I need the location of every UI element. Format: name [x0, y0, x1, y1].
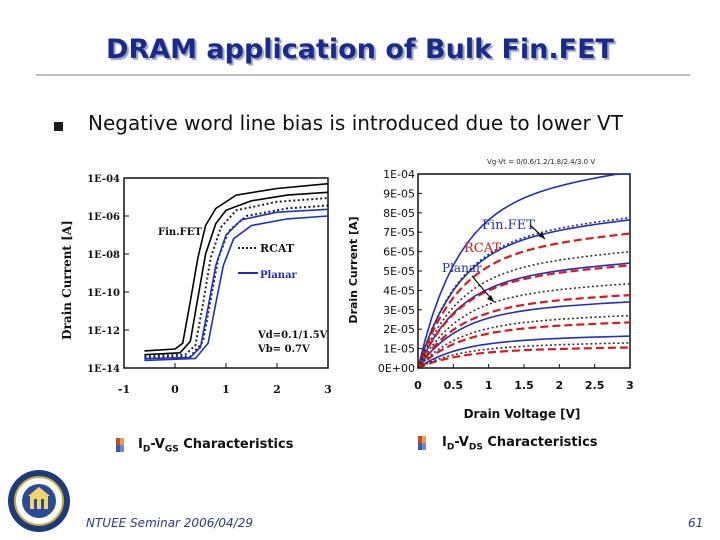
x-tick-label: 3 — [324, 383, 332, 396]
y-axis-label: Drain Current [A] — [347, 216, 360, 323]
series-curve-planar — [144, 215, 329, 362]
series-curve-rcat — [417, 294, 631, 369]
caption-bullet-icon — [418, 436, 426, 450]
annotation-vb: Vb= 0.7V — [257, 344, 310, 355]
university-seal-icon — [8, 470, 70, 532]
y-tick-label: 4E-05 — [383, 284, 415, 297]
series-curve-finfet — [144, 182, 329, 352]
y-tick-label: 5E-05 — [383, 265, 415, 278]
series-curve-planar — [144, 208, 329, 360]
x-tick-label: 0 — [414, 379, 422, 392]
x-tick-label: 2 — [273, 383, 281, 396]
x-tick-label: 1.5 — [514, 379, 534, 392]
legend-finfet: Fin.FET — [482, 218, 535, 233]
y-tick-label: 7E-05 — [383, 226, 415, 239]
y-tick-label: 2E-05 — [383, 323, 415, 336]
x-tick-label: 1 — [222, 383, 230, 396]
series-curve-finfet — [417, 335, 631, 369]
x-tick-label: 0 — [171, 383, 179, 396]
x-tick-label: 0.5 — [444, 379, 464, 392]
title-divider — [36, 74, 690, 76]
y-tick-label: 6E-05 — [383, 246, 415, 259]
page-number: 61 — [688, 516, 704, 530]
series-curve-rcat — [144, 204, 329, 360]
x-tick-label: 2.5 — [585, 379, 605, 392]
caption-bullet-icon — [116, 438, 124, 452]
y-tick-label: 1E-06 — [87, 212, 120, 223]
y-tick-label: 1E-08 — [87, 250, 120, 261]
series-curve-finfet — [417, 301, 631, 369]
chart-header: Vg-Vt = 0/0.6/1.2/1.8/2.4/3.0 V — [487, 158, 595, 166]
slide-title: DRAM application of Bulk Fin.FET — [106, 34, 614, 65]
x-tick-label: 1 — [485, 379, 493, 392]
legend-planar: Planar — [260, 270, 298, 281]
y-tick-label: 8E-05 — [383, 207, 415, 220]
bullet-text: Negative word line bias is introduced du… — [88, 111, 623, 135]
y-axis-label: Drain Current [A] — [60, 220, 74, 340]
y-tick-label: 1E-05 — [383, 343, 415, 356]
x-tick-label: -1 — [118, 383, 130, 396]
series-curve-finfet — [144, 191, 329, 356]
y-tick-label: 1E-12 — [87, 326, 120, 337]
arrowhead-planar — [487, 295, 494, 302]
y-tick-label: 0E+00 — [378, 362, 415, 375]
y-tick-label: 3E-05 — [383, 304, 415, 317]
caption-id-vgs: ID-VGS Characteristics — [138, 437, 294, 455]
series-curve-rcat — [144, 197, 329, 358]
series-curve-rcat — [417, 346, 631, 370]
series-curve-rcat — [416, 232, 631, 369]
series-curve-planar — [417, 216, 631, 369]
legend-planar: Planar — [442, 261, 482, 275]
x-axis-label: Drain Voltage [V] — [464, 407, 581, 421]
series-curve-planar — [417, 251, 631, 369]
bullet-marker — [54, 122, 63, 131]
x-tick-label: 2 — [556, 379, 564, 392]
arrowhead-finfet — [538, 232, 545, 239]
series-curve-finfet — [417, 173, 630, 369]
id-vgs-chart: 1E-04 1E-06 1E-08 1E-10 1E-12 1E-14 -1 0 1 2 3 Dra… — [60, 174, 332, 396]
footer-text: NTUEE Seminar 2006/04/29 — [86, 516, 253, 530]
y-tick-label: 1E-14 — [87, 364, 120, 375]
y-tick-label: 9E-05 — [383, 187, 415, 200]
legend-rcat: RCAT — [464, 241, 501, 256]
caption-id-vds: ID-VDS Characteristics — [442, 435, 598, 453]
series-curve-planar — [417, 342, 631, 369]
y-tick-label: 1E-04 — [383, 168, 415, 181]
series-curve-planar — [417, 314, 631, 369]
legend-finfet: Fin.FET — [158, 227, 202, 238]
x-tick-label: 3 — [626, 379, 634, 392]
y-tick-label: 1E-04 — [87, 174, 120, 185]
id-vds-chart: 1E-04 9E-05 8E-05 7E-05 6E-05 5E-05 4E-05 3E-05… — [347, 158, 634, 421]
series-curve-rcat — [417, 321, 631, 369]
series-curve-rcat — [417, 264, 631, 369]
legend-rcat: RCAT — [260, 242, 295, 255]
annotation-vd: Vd=0.1/1.5V — [257, 330, 328, 341]
y-tick-label: 1E-10 — [87, 288, 120, 299]
